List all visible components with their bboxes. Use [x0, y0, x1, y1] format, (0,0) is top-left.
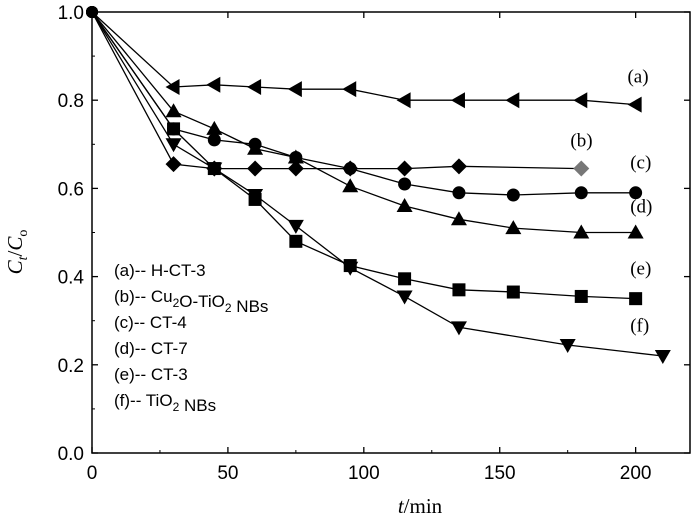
x-tick-label: 150 — [484, 463, 516, 484]
marker-triangle-left — [247, 78, 262, 95]
y-tick-label: 1.0 — [58, 3, 84, 24]
marker-triangle-down — [396, 290, 413, 305]
marker-triangle-left — [342, 81, 357, 98]
y-axis-label: Ct/Co — [3, 230, 31, 275]
marker-triangle-up — [505, 220, 522, 235]
marker-square — [398, 272, 412, 286]
marker-diamond — [396, 160, 413, 177]
series-markers — [86, 6, 671, 364]
marker-square — [629, 292, 643, 306]
marker-diamond — [165, 156, 182, 173]
marker-square — [506, 285, 520, 299]
y-tick-label: 0.6 — [58, 179, 84, 200]
marker-triangle-up — [627, 224, 644, 239]
marker-triangle-up — [342, 178, 359, 193]
marker-triangle-down — [287, 219, 304, 234]
marker-diamond — [287, 160, 304, 177]
legend-item: (c)-- CT-4 — [114, 313, 187, 332]
y-tick-label: 0.8 — [58, 91, 84, 112]
x-tick-label: 100 — [348, 463, 380, 484]
marker-square — [452, 283, 466, 297]
x-tick-label: 0 — [87, 463, 98, 484]
marker-triangle-left — [627, 96, 642, 113]
marker-triangle-left — [287, 81, 302, 98]
marker-circle — [629, 186, 643, 200]
marker-triangle-down — [165, 138, 182, 153]
marker-square — [574, 289, 588, 303]
series-annotation: (c) — [630, 153, 651, 174]
marker-triangle-down — [247, 189, 264, 204]
y-tick-label: 0.4 — [58, 268, 85, 289]
marker-square — [167, 122, 181, 136]
marker-triangle-up — [165, 103, 182, 118]
marker-triangle-down — [559, 338, 576, 353]
marker-triangle-left — [450, 92, 465, 109]
series-annotation: (e) — [630, 258, 651, 279]
y-tick-label: 0.0 — [58, 444, 84, 465]
marker-start-f — [86, 6, 98, 18]
x-axis-label: t/min — [398, 494, 443, 518]
series-annotation: (a) — [627, 67, 648, 88]
legend-item: (a)-- H-CT-3 — [114, 261, 206, 280]
series-line-d — [91, 11, 636, 234]
marker-triangle-up — [573, 224, 590, 239]
marker-triangle-up — [450, 211, 467, 226]
marker-triangle-up — [396, 198, 413, 213]
marker-triangle-left — [206, 76, 221, 93]
series-line-e — [91, 11, 636, 300]
marker-square — [289, 234, 303, 248]
x-tick-label: 50 — [217, 463, 238, 484]
marker-triangle-down — [450, 321, 467, 336]
marker-circle — [506, 188, 520, 202]
series-line-b — [91, 11, 582, 170]
marker-triangle-down — [206, 162, 223, 177]
series-annotation: (d) — [630, 197, 652, 218]
axes: 0 50 100 150 200 0.0 0.2 0.4 0.6 0.8 1.0 — [58, 3, 691, 484]
series-line-f — [91, 11, 663, 357]
marker-triangle-left — [396, 92, 411, 109]
legend-item: (e)-- CT-3 — [114, 365, 188, 384]
legend-item: (f)-- TiO2 NBs — [114, 391, 216, 415]
marker-circle — [452, 186, 466, 200]
series-annotations: (a) (b) (c) (d) (e) (f) — [570, 67, 652, 337]
y-tick-label: 0.2 — [58, 356, 84, 377]
marker-circle — [343, 162, 357, 176]
marker-diamond — [573, 160, 590, 177]
marker-triangle-up — [287, 149, 304, 164]
legend-item: (d)-- CT-7 — [114, 339, 188, 358]
marker-diamond — [247, 160, 264, 177]
x-tick-label: 200 — [620, 463, 652, 484]
marker-triangle-down — [654, 349, 671, 364]
series-annotation: (b) — [570, 131, 592, 152]
marker-triangle-left — [573, 92, 588, 109]
marker-circle — [398, 177, 412, 191]
marker-diamond — [450, 158, 467, 175]
marker-circle — [207, 133, 221, 147]
legend: (a)-- H-CT-3 (b)-- Cu2O-TiO2 NBs(c)-- CT-… — [114, 261, 268, 415]
marker-triangle-down — [342, 261, 359, 276]
marker-circle — [574, 186, 588, 200]
marker-triangle-up — [206, 120, 223, 135]
legend-item: (b)-- Cu2O-TiO2 NBs — [114, 287, 268, 316]
marker-triangle-left — [505, 92, 520, 109]
marker-triangle-up — [247, 140, 264, 155]
series-annotation: (f) — [630, 316, 649, 337]
marker-triangle-left — [165, 78, 180, 95]
